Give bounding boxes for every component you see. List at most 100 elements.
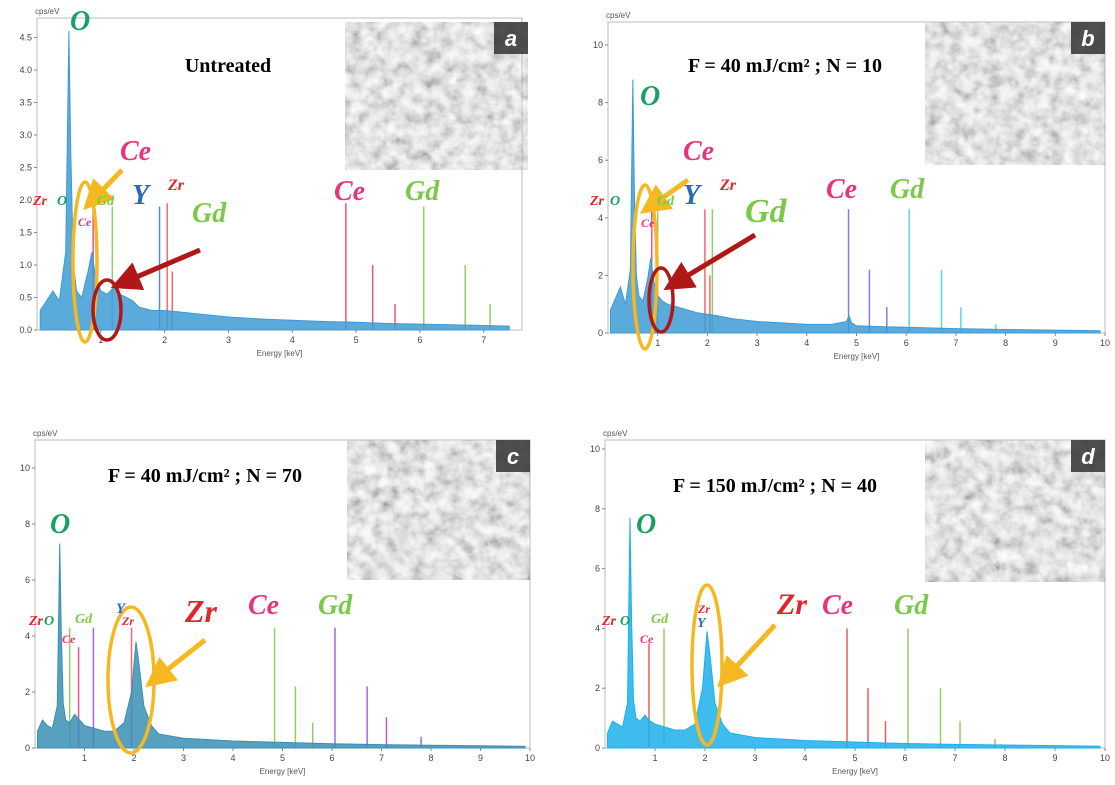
arrow [145, 638, 207, 688]
element-annotation: Zr [601, 614, 617, 629]
element-annotation: Ce [248, 590, 279, 621]
element-annotation: Zr [167, 177, 185, 194]
y-tick-label: 1.0 [19, 260, 32, 270]
x-tick-label: 7 [481, 335, 486, 345]
y-tick-label: 0 [598, 328, 603, 338]
x-tick-label: 1 [82, 753, 87, 763]
inset-label-box [496, 440, 530, 472]
element-annotation: Y [697, 616, 707, 631]
panel-title: F = 40 mJ/cm² ; N = 10 [688, 55, 882, 77]
element-annotation: O [44, 614, 54, 629]
y-tick-label: 2.5 [19, 163, 32, 173]
y-axis-label: cps/eV [33, 429, 58, 438]
x-tick-label: 6 [902, 753, 907, 763]
y-tick-label: 0.5 [19, 293, 32, 303]
x-tick-label: 5 [280, 753, 285, 763]
arrow [663, 232, 757, 291]
y-tick-label: 4.5 [19, 33, 32, 43]
element-annotation: Zr [697, 602, 710, 616]
x-tick-label: 2 [131, 753, 136, 763]
element-annotation: O [636, 509, 656, 540]
x-tick-label: 3 [752, 753, 757, 763]
x-tick-label: 6 [329, 753, 334, 763]
y-tick-label: 8 [598, 98, 603, 108]
y-tick-label: 2 [25, 687, 30, 697]
spectrum [36, 543, 526, 749]
element-annotation: Gd [651, 612, 669, 627]
inset-label: a [505, 26, 517, 51]
element-annotation: Zr [32, 194, 48, 209]
y-tick-label: 2 [595, 683, 600, 693]
element-annotation: O [70, 6, 90, 37]
y-tick-label: 10 [593, 40, 603, 50]
element-annotation: Gd [192, 198, 227, 229]
y-tick-label: 3.0 [19, 130, 32, 140]
x-tick-label: 5 [354, 335, 359, 345]
element-annotation: O [50, 509, 70, 540]
highlight-ring [647, 266, 675, 334]
element-annotation: Gd [75, 612, 93, 627]
y-tick-label: 8 [25, 519, 30, 529]
element-annotation: Y [683, 180, 703, 211]
y-axis-label: cps/eV [606, 11, 631, 20]
element-annotation: O [620, 614, 630, 629]
element-annotation: Gd [745, 193, 788, 230]
x-axis-label: Energy [keV] [832, 767, 878, 776]
highlight-ring [91, 278, 123, 342]
x-tick-label: 5 [852, 753, 857, 763]
x-tick-label: 2 [705, 338, 710, 348]
x-tick-label: 4 [804, 338, 809, 348]
inset-label: d [1081, 444, 1095, 469]
panel-title: F = 150 mJ/cm² ; N = 40 [673, 475, 877, 497]
panel-title: Untreated [185, 55, 271, 77]
element-annotation: Y [132, 180, 152, 211]
panel-title: F = 40 mJ/cm² ; N = 70 [108, 465, 302, 487]
inset-label: c [507, 444, 519, 469]
arrow [639, 177, 690, 214]
arrow [110, 247, 201, 290]
inset-label: b [1081, 26, 1094, 51]
spectrum [609, 79, 1101, 334]
y-tick-label: 4.0 [19, 65, 32, 75]
element-annotation: Ce [62, 632, 76, 646]
element-annotation: Ce [78, 215, 92, 229]
x-tick-label: 6 [904, 338, 909, 348]
element-annotation: Gd [890, 174, 925, 205]
arrow [83, 168, 124, 211]
element-annotation: Zr [28, 614, 44, 629]
x-tick-label: 9 [1053, 338, 1058, 348]
x-tick-label: 1 [655, 338, 660, 348]
element-annotation: Ce [683, 136, 714, 167]
spectrum-panel: 0.0 0.5 1.0 1.5 2.0 2.5 3.0 3.5 4.0 4.5 1 2 3 4 5 6 7 Ene… [19, 6, 528, 358]
element-annotation: Ce [826, 174, 857, 205]
y-tick-label: 8 [595, 504, 600, 514]
element-annotation: Gd [318, 590, 353, 621]
element-annotation: Gd [405, 176, 440, 207]
x-tick-label: 10 [1100, 753, 1110, 763]
element-annotation: Zr [121, 614, 134, 628]
element-annotation: Y [116, 601, 127, 617]
y-tick-label: 10 [20, 463, 30, 473]
y-tick-label: 1.5 [19, 228, 32, 238]
element-annotation: O [610, 194, 620, 209]
y-tick-label: 4 [598, 213, 603, 223]
x-tick-label: 2 [162, 335, 167, 345]
element-annotation: Zr [776, 588, 807, 621]
element-annotation: Gd [894, 590, 929, 621]
element-annotation: Ce [120, 136, 151, 167]
x-axis-label: Energy [keV] [257, 349, 303, 358]
x-tick-label: 3 [755, 338, 760, 348]
x-tick-label: 4 [290, 335, 295, 345]
y-tick-label: 4 [25, 631, 30, 641]
y-tick-label: 6 [595, 564, 600, 574]
inset-label-box [1071, 22, 1105, 54]
x-tick-label: 8 [428, 753, 433, 763]
x-tick-label: 10 [1100, 338, 1110, 348]
x-tick-label: 4 [802, 753, 807, 763]
element-annotation: Zr [719, 177, 737, 194]
x-tick-label: 1 [652, 753, 657, 763]
inset-label-box [1071, 440, 1105, 472]
